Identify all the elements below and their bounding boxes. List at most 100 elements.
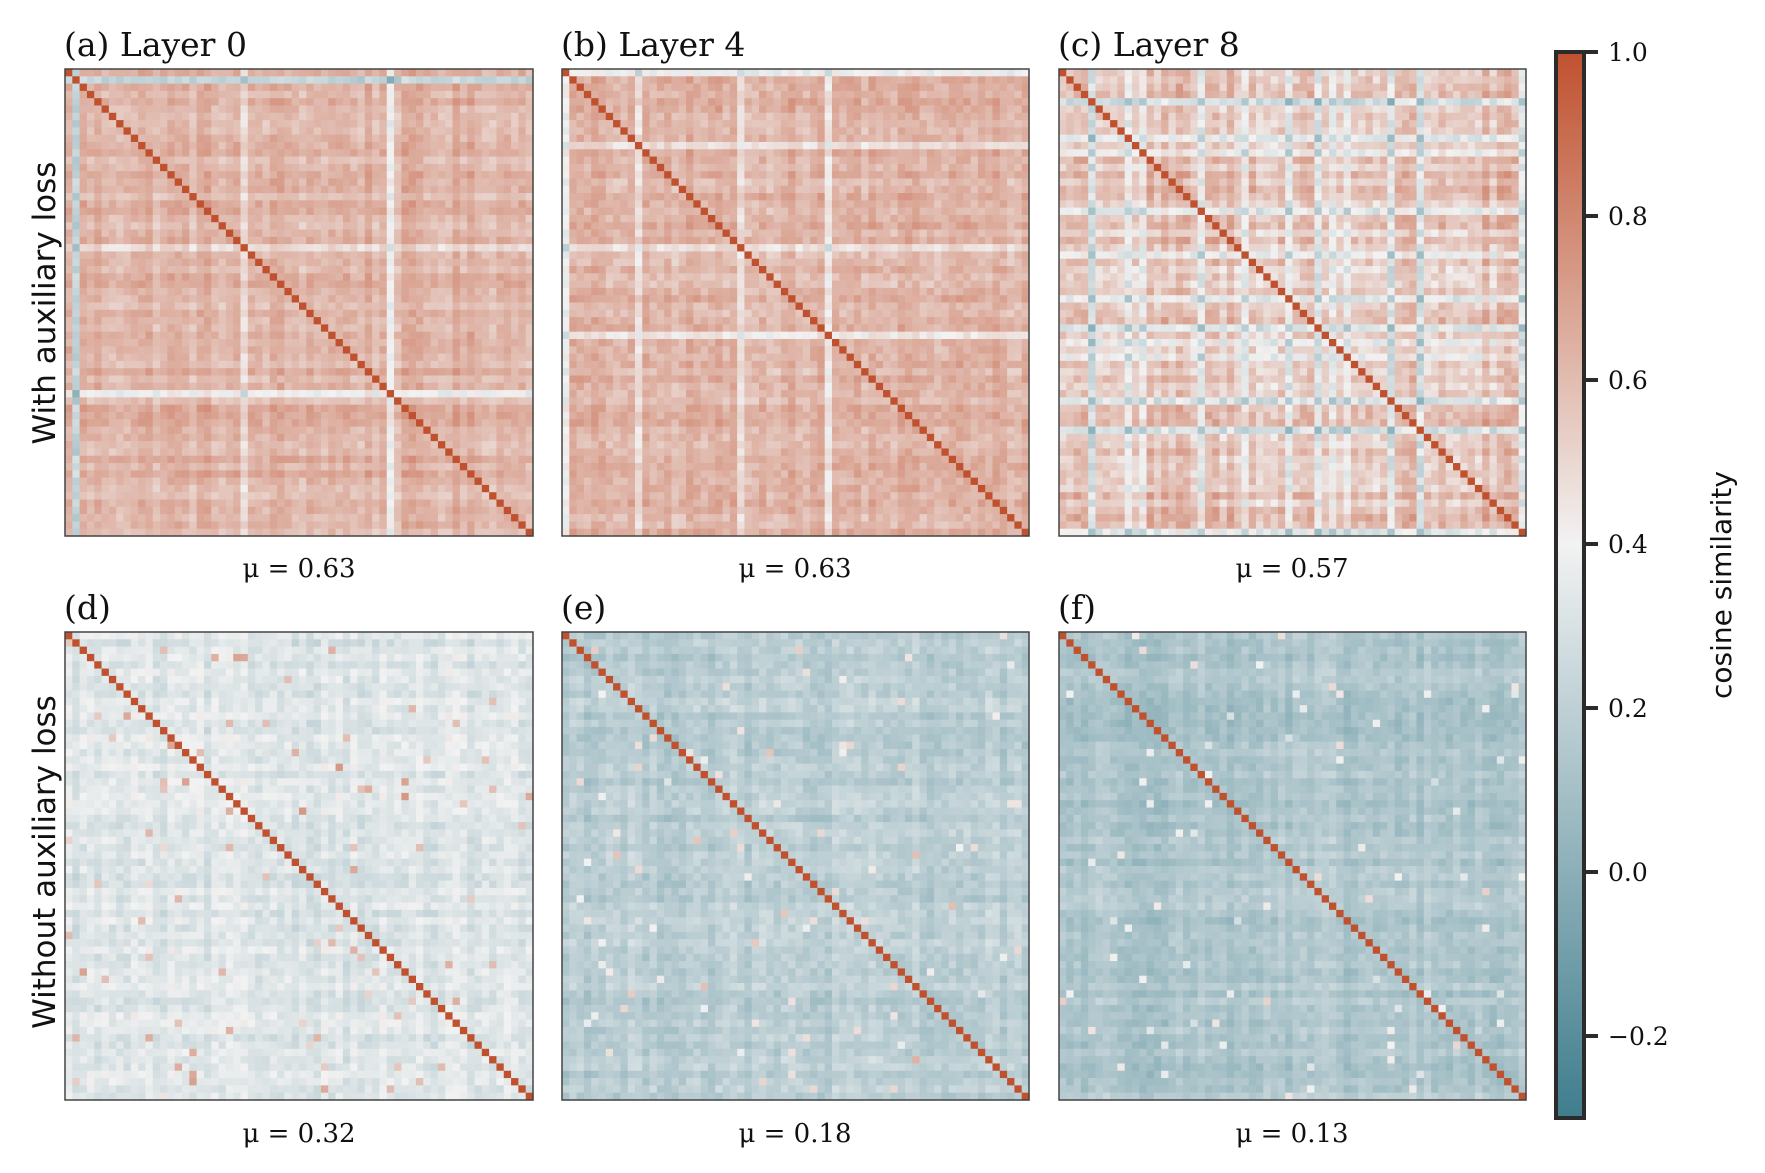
heatmap-cell — [248, 113, 256, 121]
heatmap-cell — [511, 69, 519, 77]
heatmap-cell — [650, 135, 658, 143]
heatmap-cell — [379, 178, 387, 186]
heatmap-cell — [160, 383, 168, 391]
heatmap-cell — [518, 383, 526, 391]
heatmap-cell — [204, 142, 212, 150]
heatmap-cell — [613, 127, 621, 135]
heatmap-cell — [153, 332, 161, 340]
heatmap-cell — [167, 186, 175, 194]
heatmap-cell — [255, 434, 263, 442]
heatmap-cell — [284, 200, 292, 208]
heatmap-cell — [211, 485, 219, 493]
heatmap-cell — [109, 478, 117, 486]
heatmap-cell — [496, 332, 504, 340]
heatmap-cell — [270, 113, 278, 121]
heatmap-cell — [832, 149, 840, 157]
heatmap-cell — [262, 200, 270, 208]
heatmap-cell — [167, 324, 175, 332]
heatmap-cell — [94, 339, 102, 347]
heatmap-cell — [255, 266, 263, 274]
heatmap-cell — [116, 230, 124, 238]
heatmap-cell — [145, 142, 153, 150]
heatmap-cell — [160, 332, 168, 340]
heatmap-cell — [65, 295, 73, 303]
heatmap-cell — [496, 507, 504, 515]
heatmap-cell — [482, 178, 490, 186]
heatmap-cell — [387, 222, 395, 230]
heatmap-cell — [839, 84, 847, 92]
heatmap-cell — [365, 397, 373, 405]
heatmap-cell — [372, 361, 380, 369]
heatmap-cell — [365, 215, 373, 223]
heatmap-cell — [453, 521, 461, 529]
heatmap-cell — [306, 514, 314, 522]
heatmap-cell — [255, 69, 263, 77]
heatmap-cell — [504, 244, 512, 252]
heatmap-cell — [270, 69, 278, 77]
heatmap-cell — [730, 149, 738, 157]
heatmap-cell — [613, 84, 621, 92]
heatmap-cell — [226, 375, 234, 383]
heatmap-cell — [321, 251, 329, 259]
heatmap-cell — [153, 215, 161, 223]
heatmap-cell — [394, 507, 402, 515]
heatmap-cell — [167, 281, 175, 289]
heatmap-cell — [241, 127, 249, 135]
heatmap-cell — [94, 222, 102, 230]
heatmap-cell — [453, 142, 461, 150]
heatmap-cell — [577, 164, 585, 172]
heatmap-cell — [445, 251, 453, 259]
heatmap-cell — [328, 200, 336, 208]
heatmap-cell — [423, 390, 431, 398]
heatmap-cell — [423, 251, 431, 259]
heatmap-cell — [241, 456, 249, 464]
heatmap-cell — [116, 514, 124, 522]
heatmap-cell — [65, 375, 73, 383]
heatmap-cell — [197, 295, 205, 303]
heatmap-cell — [109, 295, 117, 303]
heatmap-cell — [80, 507, 88, 515]
heatmap-cell — [189, 113, 197, 121]
heatmap-cell — [350, 105, 358, 113]
heatmap-cell — [226, 105, 234, 113]
heatmap-cell — [774, 69, 782, 77]
heatmap-cell — [292, 368, 300, 376]
heatmap-cell — [328, 230, 336, 238]
heatmap-cell — [299, 383, 307, 391]
heatmap-cell — [277, 164, 285, 172]
heatmap-cell — [160, 470, 168, 478]
heatmap-cell — [124, 514, 132, 522]
heatmap-cell — [394, 69, 402, 77]
heatmap-cell — [504, 368, 512, 376]
heatmap-cell — [343, 507, 351, 515]
heatmap-cell — [87, 157, 95, 165]
heatmap-cell — [153, 390, 161, 398]
heatmap-cell — [409, 375, 417, 383]
heatmap-cell — [679, 105, 687, 113]
heatmap-cell — [730, 120, 738, 128]
heatmap-cell — [372, 427, 380, 435]
heatmap-cell — [277, 259, 285, 267]
heatmap-cell — [314, 251, 322, 259]
heatmap-cell — [211, 178, 219, 186]
heatmap-cell — [328, 171, 336, 179]
heatmap-cell — [292, 113, 300, 121]
heatmap-cell — [241, 273, 249, 281]
heatmap-cell — [496, 383, 504, 391]
heatmap-cell — [131, 310, 139, 318]
heatmap-cell — [372, 135, 380, 143]
heatmap-cell — [504, 346, 512, 354]
heatmap-cell — [671, 164, 679, 172]
heatmap-cell — [963, 69, 971, 77]
heatmap-cell — [248, 91, 256, 99]
heatmap-cell — [116, 237, 124, 245]
heatmap-cell — [328, 339, 336, 347]
heatmap-cell — [109, 441, 117, 449]
heatmap-cell — [379, 127, 387, 135]
heatmap-cell — [211, 120, 219, 128]
heatmap-cell — [211, 295, 219, 303]
heatmap-cell — [693, 69, 701, 77]
heatmap-cell — [262, 251, 270, 259]
heatmap-cell — [182, 237, 190, 245]
heatmap-cell — [182, 186, 190, 194]
